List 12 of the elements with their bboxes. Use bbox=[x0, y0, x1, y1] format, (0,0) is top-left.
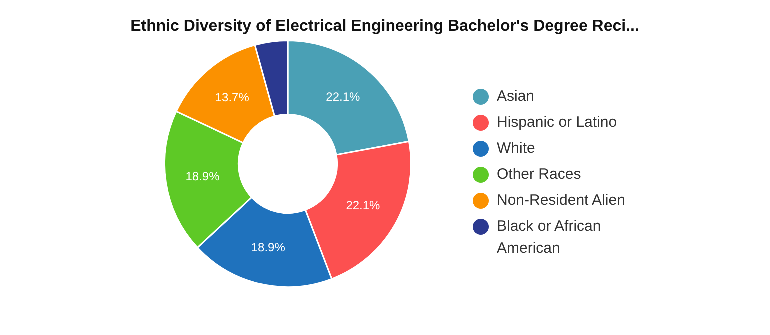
legend-label: Black or African American bbox=[497, 217, 602, 259]
data-label: 13.7% bbox=[215, 90, 250, 104]
data-label: 18.9% bbox=[186, 170, 220, 184]
legend-label: White bbox=[497, 139, 536, 159]
legend-label: Hispanic or Latino bbox=[497, 113, 618, 133]
legend-label: Non-Resident Alien bbox=[497, 191, 626, 211]
legend-label: Other Races bbox=[497, 165, 582, 185]
data-label: 22.1% bbox=[346, 198, 381, 213]
data-label: 18.9% bbox=[251, 240, 286, 254]
data-label: 22.1% bbox=[326, 90, 361, 104]
chart-title: Ethnic Diversity of Electrical Engineering Bachelor's Degree Reci... bbox=[130, 18, 640, 36]
legend-label: Asian bbox=[497, 87, 535, 107]
